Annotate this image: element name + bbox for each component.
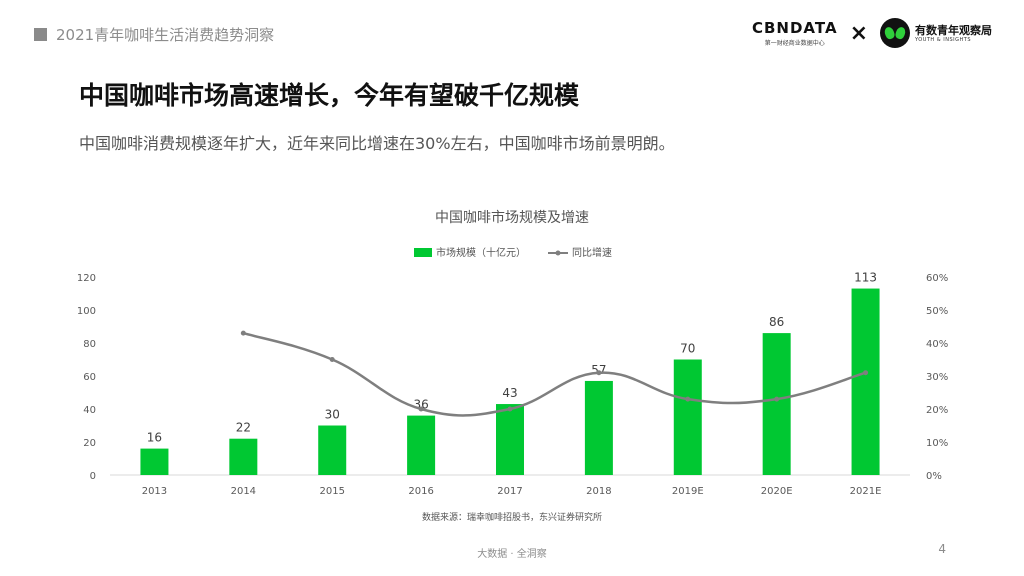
partner-logo-sub: YOUTH & INSIGHTS [915,36,971,43]
chart-source: 数据来源：瑞幸咖啡招股书，东兴证券研究所 [422,511,602,523]
legend-line-label: 同比增速 [572,246,612,259]
header-square-icon [34,28,47,41]
bar [762,333,791,475]
bar [140,448,169,475]
y-tick-label: 80 [83,339,96,350]
growth-point [685,396,691,402]
logo-separator: × [849,20,868,46]
bar [407,415,436,475]
logos: CBNDATA 第一财经商业数据中心 × 有数青年观察局 YOUTH & INS… [752,18,992,48]
legend-line-marker [555,250,561,256]
legend-bar-label: 市场规模（十亿元） [436,246,526,259]
bar [318,425,347,475]
bar [584,380,613,475]
bar [496,404,524,475]
bar [673,359,702,475]
x-tick-label: 2017 [497,486,522,497]
bar-value-label: 43 [502,386,517,400]
y-tick-label: 40 [83,405,96,416]
growth-point [507,406,513,412]
x-tick-label: 2021E [850,486,882,497]
y-tick-label: 60 [83,372,96,383]
growth-point [418,406,424,412]
x-tick-label: 2015 [319,486,344,497]
x-tick-label: 2016 [408,486,433,497]
y2-tick-label: 40% [926,339,948,350]
bar [851,288,880,475]
chart-legend: 市场规模（十亿元） 同比增速 [414,246,612,259]
page-number: 4 [938,542,946,556]
footer-text: 大数据 · 全洞察 [477,549,547,560]
x-tick-label: 2013 [142,486,167,497]
bar-value-label: 113 [854,271,877,285]
bar [229,438,258,475]
y-tick-label: 120 [77,273,96,284]
deck-title: 2021青年咖啡生活消费趋势洞察 [56,26,275,44]
bar-value-label: 30 [325,408,340,422]
market-chart: 中国咖啡市场规模及增速 市场规模（十亿元） 同比增速 0 20 40 60 80 100 1… [77,209,948,523]
legend-bar-swatch [414,248,432,257]
growth-point [596,370,602,376]
bar-value-label: 16 [147,431,162,445]
deck-header: 2021青年咖啡生活消费趋势洞察 [34,24,274,45]
growth-point [329,357,335,362]
y2-tick-label: 50% [926,306,948,317]
slide-headline: 中国咖啡市场高速增长，今年有望破千亿规模 [79,81,580,110]
y-tick-label: 20 [83,438,96,449]
slide-subline: 中国咖啡消费规模逐年扩大，近年来同比增速在30%左右，中国咖啡市场前景明朗。 [79,134,675,153]
chart-title: 中国咖啡市场规模及增速 [435,209,589,226]
partner-logo-icon [880,18,910,48]
partner-logo: 有数青年观察局 YOUTH & INSIGHTS [880,18,992,48]
bar-value-label: 70 [680,342,695,356]
growth-point [863,370,869,376]
growth-point [774,396,780,402]
y2-tick-label: 30% [926,372,948,383]
x-tick-label: 2018 [586,486,611,497]
x-tick-label: 2019E [672,486,704,497]
bar-value-label: 22 [236,421,251,435]
growth-point [240,330,246,336]
x-tick-label: 2020E [761,486,793,497]
cbndata-logo-sub: 第一财经商业数据中心 [764,39,825,47]
y2-tick-label: 0% [926,471,942,482]
y-tick-label: 0 [90,471,96,482]
growth-line [242,331,866,417]
cbndata-logo-word: CBNDATA [751,18,838,37]
cbndata-logo: CBNDATA 第一财经商业数据中心 [752,20,838,47]
y2-tick-label: 60% [926,273,948,284]
x-tick-label: 2014 [231,486,256,497]
plot-area: 0 20 40 60 80 100 120 0% 10% 20% 30% 40% 50% 60% 16 201… [77,271,948,497]
y2-tick-label: 10% [926,438,948,449]
bar-value-label: 86 [769,315,784,329]
partner-logo-name: 有数青年观察局 [915,23,992,37]
y2-tick-label: 20% [926,405,948,416]
y-tick-label: 100 [77,306,96,317]
